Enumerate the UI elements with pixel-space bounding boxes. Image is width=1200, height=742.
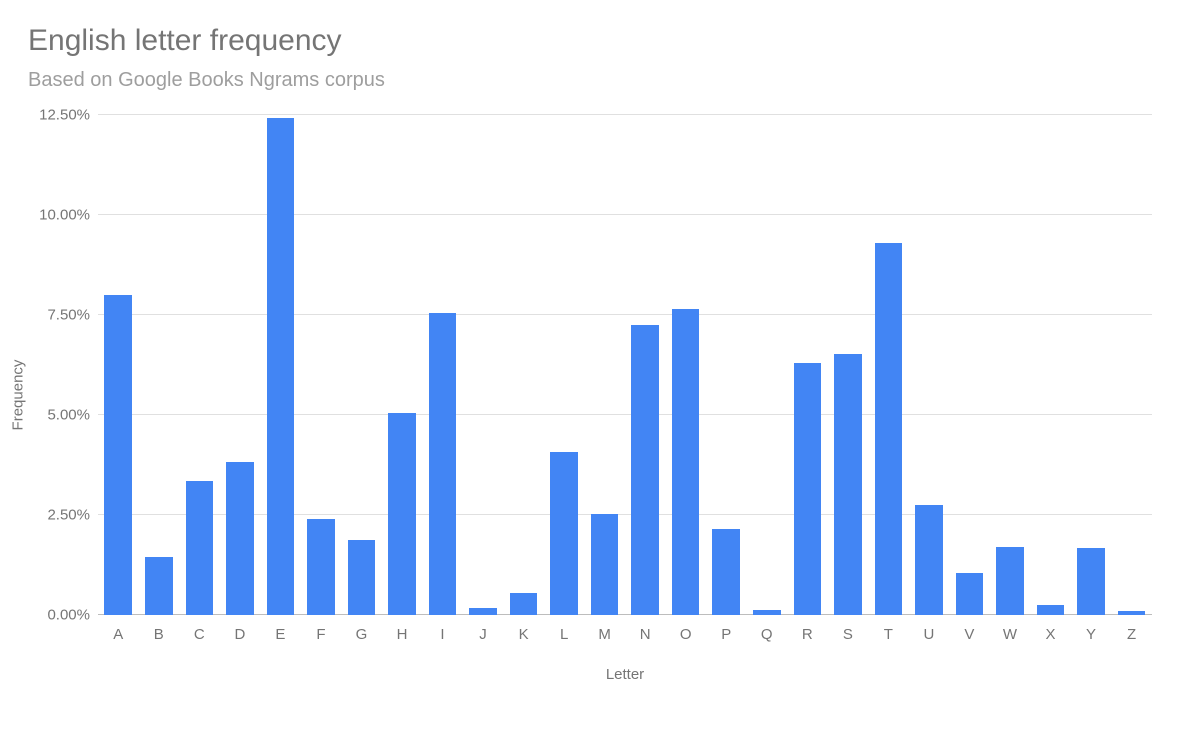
bars xyxy=(98,115,1152,615)
x-tick-label: Q xyxy=(747,626,788,643)
x-axis-label: Letter xyxy=(98,666,1152,683)
bar xyxy=(996,547,1024,614)
bar xyxy=(550,452,578,615)
bar xyxy=(1037,605,1065,614)
bar xyxy=(348,540,376,615)
y-tick-label: 12.50% xyxy=(39,106,90,123)
bar xyxy=(875,243,903,614)
bar xyxy=(631,325,659,615)
x-tick-label: D xyxy=(220,626,261,643)
x-tick-label: B xyxy=(139,626,180,643)
bar xyxy=(794,363,822,614)
x-tick-label: V xyxy=(949,626,990,643)
y-tick-label: 5.00% xyxy=(47,406,90,423)
x-tick-label: S xyxy=(828,626,869,643)
x-tick-label: N xyxy=(625,626,666,643)
y-ticks: 0.00%2.50%5.00%7.50%10.00%12.50% xyxy=(28,115,98,675)
bar-slot xyxy=(909,115,950,615)
bar-slot xyxy=(220,115,261,615)
bar xyxy=(956,573,984,615)
x-tick-label: O xyxy=(665,626,706,643)
chart-title: English letter frequency xyxy=(28,22,1172,60)
x-tick-label: E xyxy=(260,626,301,643)
bar-slot xyxy=(787,115,828,615)
bar-slot xyxy=(260,115,301,615)
x-tick-label: M xyxy=(584,626,625,643)
y-axis-label: Frequency xyxy=(10,359,27,430)
bar xyxy=(226,462,254,615)
bar-slot xyxy=(179,115,220,615)
x-tick-label: K xyxy=(503,626,544,643)
x-tick-label: C xyxy=(179,626,220,643)
x-tick-label: Z xyxy=(1111,626,1152,643)
x-tick-label: T xyxy=(868,626,909,643)
chart-container: English letter frequency Based on Google… xyxy=(0,0,1200,742)
x-tick-label: J xyxy=(463,626,504,643)
bar-slot xyxy=(98,115,139,615)
bar-slot xyxy=(828,115,869,615)
bar-slot xyxy=(990,115,1031,615)
x-tick-label: F xyxy=(301,626,342,643)
x-tick-label: X xyxy=(1030,626,1071,643)
x-tick-label: I xyxy=(422,626,463,643)
bar-slot xyxy=(625,115,666,615)
bar xyxy=(307,519,335,615)
plot-inner xyxy=(98,115,1152,615)
bar-slot xyxy=(422,115,463,615)
x-labels: ABCDEFGHIJKLMNOPQRSTUVWXYZ xyxy=(98,626,1152,643)
bar-slot xyxy=(503,115,544,615)
bar xyxy=(429,313,457,614)
plot-area: Frequency 0.00%2.50%5.00%7.50%10.00%12.5… xyxy=(28,115,1172,675)
bar xyxy=(753,610,781,615)
bar xyxy=(834,354,862,614)
bar xyxy=(1077,548,1105,614)
bar xyxy=(388,413,416,615)
bar-slot xyxy=(584,115,625,615)
y-axis: Frequency 0.00%2.50%5.00%7.50%10.00%12.5… xyxy=(28,115,98,675)
bar xyxy=(915,505,943,614)
bar-slot xyxy=(382,115,423,615)
bar-slot xyxy=(1111,115,1152,615)
bar-slot xyxy=(341,115,382,615)
x-tick-label: L xyxy=(544,626,585,643)
bar xyxy=(104,295,132,615)
bar-slot xyxy=(463,115,504,615)
x-tick-label: P xyxy=(706,626,747,643)
bar xyxy=(1118,611,1146,615)
bar xyxy=(510,593,538,615)
bar xyxy=(267,118,295,614)
bar-slot xyxy=(949,115,990,615)
chart-subtitle: Based on Google Books Ngrams corpus xyxy=(28,68,1172,93)
x-tick-label: W xyxy=(990,626,1031,643)
plot: ABCDEFGHIJKLMNOPQRSTUVWXYZ Letter xyxy=(98,115,1172,675)
bar xyxy=(145,557,173,615)
bar-slot xyxy=(868,115,909,615)
y-tick-label: 10.00% xyxy=(39,206,90,223)
bar-slot xyxy=(301,115,342,615)
bar-slot xyxy=(747,115,788,615)
bar xyxy=(591,514,619,614)
y-tick-label: 0.00% xyxy=(47,606,90,623)
bar-slot xyxy=(706,115,747,615)
x-tick-label: Y xyxy=(1071,626,1112,643)
bar xyxy=(712,529,740,615)
x-tick-label: G xyxy=(341,626,382,643)
x-tick-label: U xyxy=(909,626,950,643)
bar-slot xyxy=(139,115,180,615)
bar xyxy=(469,608,497,614)
x-tick-label: A xyxy=(98,626,139,643)
bar-slot xyxy=(1030,115,1071,615)
bar-slot xyxy=(1071,115,1112,615)
bar-slot xyxy=(544,115,585,615)
bar xyxy=(672,309,700,615)
x-tick-label: R xyxy=(787,626,828,643)
y-tick-label: 2.50% xyxy=(47,506,90,523)
x-tick-label: H xyxy=(382,626,423,643)
bar xyxy=(186,481,214,615)
bar-slot xyxy=(665,115,706,615)
y-tick-label: 7.50% xyxy=(47,306,90,323)
